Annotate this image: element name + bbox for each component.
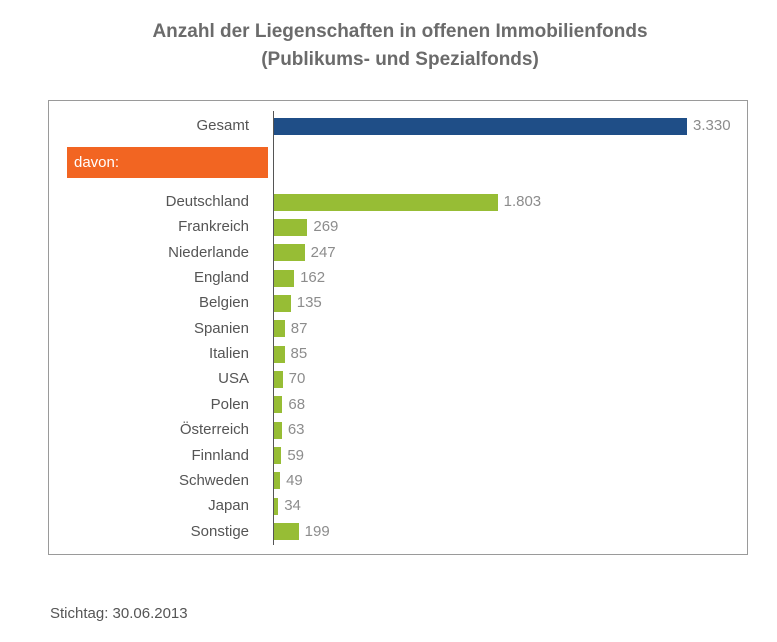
chart-frame [48,100,748,555]
bar [274,117,687,135]
bar-value-label: 59 [287,446,304,464]
bar [274,244,305,262]
bar-value-label: 87 [290,319,308,337]
bar [274,370,283,388]
bar-value-label: 1.803 [503,193,542,210]
bar-label: Deutschland [165,193,249,210]
bar-label: Japan [208,497,249,515]
bar-value-label: 199 [304,522,330,540]
bar [274,396,283,414]
chart-title-line1: Anzahl der Liegenschaften in offenen Imm… [152,21,648,42]
bar [274,218,308,236]
davon-box: davon: [67,147,268,178]
bar-value-label: 49 [286,471,303,489]
bar-label: Polen [210,395,249,413]
reference-date: Stichtag: 30.06.2013 [50,605,188,622]
bar [274,523,299,541]
bar-value-label: 162 [300,269,326,287]
bar-label: Gesamt [196,117,249,134]
bar-label: England [193,269,249,287]
bar-label: Italien [208,345,249,363]
bar-value-label: 85 [290,345,308,363]
bar-value-label: 34 [284,497,301,515]
bar [274,497,279,515]
bar-label: Schweden [178,471,249,489]
bar [274,345,285,363]
bar-label: Spanien [193,319,249,337]
bar-label: Sonstige [190,522,249,540]
bar-label: Belgien [198,294,249,312]
bar [274,269,295,287]
category-axis-line [273,111,274,545]
bar [274,193,498,211]
bar [274,320,285,338]
bar-value-label: 135 [296,294,322,312]
bar-label: Österreich [179,421,249,439]
bar-value-label: 70 [288,370,306,388]
bar-value-label: 68 [288,395,306,413]
bar [274,447,282,464]
bar-value-label: 269 [313,218,339,236]
bar-label: USA [218,370,249,388]
bar-label: Frankreich [178,218,249,236]
bar-value-label: 63 [287,421,305,439]
bar [274,421,282,439]
chart-title: Anzahl der Liegenschaften in offenen Imm… [0,18,777,74]
bar-label: Niederlande [168,243,249,261]
bar-label: Finnland [191,446,249,464]
bar [274,294,291,312]
bar-value-label: 3.330 [693,117,731,134]
bar [274,472,281,490]
chart-title-line2: (Publikums- und Spezialfonds) [261,49,539,70]
bar-value-label: 247 [310,243,336,261]
